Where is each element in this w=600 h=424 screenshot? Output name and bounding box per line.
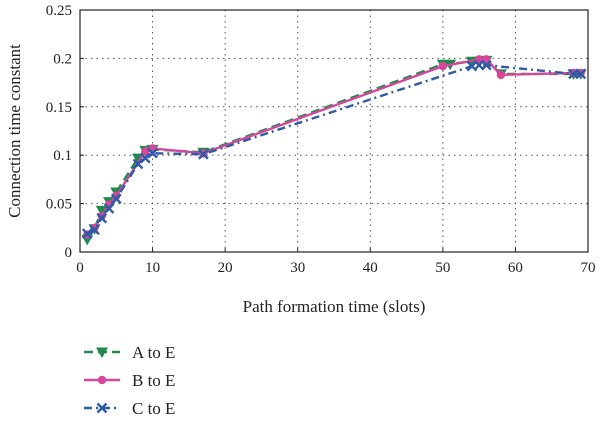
data-point bbox=[481, 59, 492, 71]
series-0 bbox=[81, 55, 587, 246]
y-tick-label: 0.25 bbox=[46, 3, 72, 19]
x-axis-label: Path formation time (slots) bbox=[243, 297, 426, 316]
data-point bbox=[81, 228, 93, 239]
plot-frame bbox=[79, 9, 589, 253]
x-tick-label: 50 bbox=[435, 260, 450, 276]
data-point bbox=[147, 147, 158, 159]
legend-label: C to E bbox=[132, 399, 175, 418]
y-tick-label: 0.05 bbox=[46, 197, 72, 213]
x-tick-label: 10 bbox=[145, 260, 160, 276]
grid bbox=[80, 10, 588, 252]
series-layer bbox=[81, 55, 587, 246]
x-tick-label: 0 bbox=[76, 260, 84, 276]
legend-label: B to E bbox=[132, 371, 175, 390]
y-tick-label: 0.15 bbox=[46, 100, 72, 116]
y-tick-label: 0 bbox=[65, 245, 73, 261]
data-point bbox=[96, 212, 108, 224]
x-tick-label: 30 bbox=[290, 260, 305, 276]
data-point bbox=[89, 224, 100, 236]
legend-label: A to E bbox=[132, 343, 175, 362]
x-tick-label: 60 bbox=[508, 260, 523, 276]
series-1 bbox=[83, 55, 585, 239]
legend: A to E B to E C to E bbox=[84, 343, 175, 418]
legend-item: B to E bbox=[84, 371, 175, 390]
legend-marker bbox=[96, 347, 108, 358]
data-point bbox=[198, 148, 209, 160]
data-point bbox=[139, 152, 151, 164]
axis-ticks: 0 10 20 30 40 50 60 70 0 0.05 0.1 0.15 0.2 0.25 bbox=[46, 3, 596, 276]
x-tick-label: 20 bbox=[218, 260, 233, 276]
legend-item: C to E bbox=[84, 399, 175, 418]
data-point bbox=[103, 203, 115, 214]
data-point bbox=[496, 70, 506, 80]
y-axis-label: Connection time constant bbox=[5, 44, 24, 218]
series-2 bbox=[81, 59, 587, 239]
data-point bbox=[438, 61, 448, 71]
legend-marker bbox=[97, 375, 107, 385]
data-point bbox=[575, 68, 587, 80]
series-line bbox=[86, 58, 581, 236]
legend-item: A to E bbox=[84, 343, 175, 362]
x-tick-label: 40 bbox=[363, 260, 378, 276]
data-point bbox=[110, 193, 122, 205]
y-tick-label: 0.1 bbox=[53, 148, 72, 164]
x-tick-label: 70 bbox=[581, 260, 596, 276]
data-point bbox=[141, 147, 150, 156]
legend-marker bbox=[96, 402, 108, 414]
data-point bbox=[95, 205, 108, 217]
y-tick-label: 0.2 bbox=[53, 51, 72, 67]
